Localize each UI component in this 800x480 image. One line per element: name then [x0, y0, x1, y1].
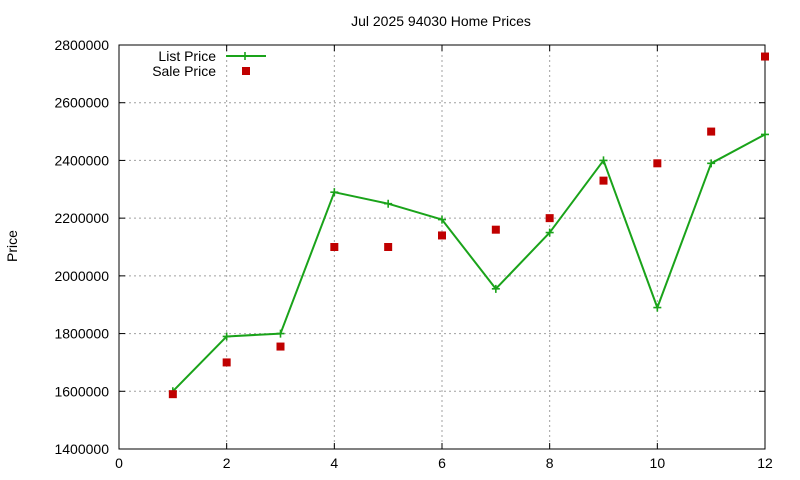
grid-lines	[119, 45, 765, 449]
list-price-point	[276, 329, 285, 338]
y-tick-label: 1400000	[54, 441, 109, 457]
list-price-point	[653, 303, 662, 312]
x-tick-label: 10	[650, 455, 666, 471]
y-tick-label: 2800000	[54, 37, 109, 53]
data-series	[168, 52, 769, 399]
sale-price-point	[222, 358, 231, 367]
y-tick-label: 2000000	[54, 268, 109, 284]
list-price-point	[222, 332, 231, 341]
sale-price-point	[545, 214, 554, 223]
axis-ticks	[118, 44, 766, 450]
list-price-point	[761, 130, 769, 139]
y-axis-tick-labels: 1400000 1600000 1800000 2000000 2200000 24000…	[54, 37, 109, 457]
list-price-point	[438, 215, 446, 224]
y-tick-label: 1800000	[54, 326, 109, 342]
x-axis-tick-labels: 0 2 4 6 8 10 12	[115, 455, 773, 471]
sale-price-point	[168, 390, 177, 399]
sale-price-point	[276, 342, 285, 351]
list-price-point	[599, 156, 608, 165]
y-tick-label: 2200000	[54, 210, 109, 226]
y-axis-label: Price	[4, 230, 20, 262]
sale-price-point	[761, 52, 769, 61]
sale-price-point	[491, 225, 500, 234]
list-price-point	[330, 188, 339, 197]
list-price-line	[172, 133, 766, 392]
x-tick-label: 2	[223, 455, 231, 471]
legend-marker-list-price	[241, 52, 249, 60]
sale-price-point	[384, 243, 393, 251]
list-price-point	[384, 199, 393, 208]
sale-price-point	[599, 176, 608, 185]
sale-price-point	[653, 159, 662, 168]
legend-label-sale-price: Sale Price	[152, 63, 216, 79]
list-price-point	[545, 228, 554, 237]
y-tick-label: 2600000	[54, 95, 109, 111]
y-tick-label: 1600000	[54, 383, 109, 399]
x-tick-label: 8	[546, 455, 554, 471]
sale-price-point	[438, 231, 446, 240]
list-price-point	[491, 284, 500, 293]
x-tick-label: 12	[757, 455, 773, 471]
sale-price-point	[330, 243, 339, 251]
x-tick-label: 6	[438, 455, 446, 471]
x-tick-label: 4	[330, 455, 338, 471]
legend: List Price Sale Price	[152, 48, 266, 79]
sale-price-point	[707, 127, 716, 136]
legend-label-list-price: List Price	[158, 48, 216, 64]
legend-marker-sale-price	[242, 67, 250, 75]
x-tick-label: 0	[115, 455, 123, 471]
list-price-point	[707, 159, 716, 168]
chart-title: Jul 2025 94030 Home Prices	[351, 13, 531, 29]
y-tick-label: 2400000	[54, 152, 109, 168]
